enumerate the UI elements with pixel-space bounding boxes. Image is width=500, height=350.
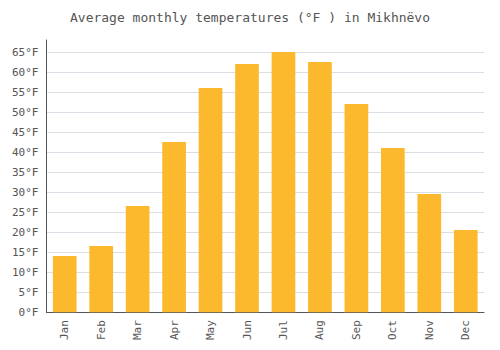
svg-text:Nov: Nov: [423, 320, 436, 340]
svg-text:Aug: Aug: [313, 320, 326, 340]
svg-text:30°F: 30°F: [12, 186, 39, 199]
svg-text:20°F: 20°F: [12, 226, 39, 239]
svg-text:35°F: 35°F: [12, 166, 39, 179]
svg-text:55°F: 55°F: [12, 86, 39, 99]
svg-text:15°F: 15°F: [12, 246, 39, 259]
svg-text:Jun: Jun: [241, 320, 254, 340]
svg-text:10°F: 10°F: [12, 266, 39, 279]
svg-text:5°F: 5°F: [19, 286, 39, 299]
svg-text:Mar: Mar: [131, 320, 144, 340]
svg-text:May: May: [204, 320, 217, 340]
svg-text:60°F: 60°F: [12, 66, 39, 79]
svg-text:Jan: Jan: [58, 320, 71, 340]
svg-text:Apr: Apr: [168, 320, 181, 340]
svg-text:Jul: Jul: [277, 320, 290, 340]
svg-text:65°F: 65°F: [12, 46, 39, 59]
svg-text:25°F: 25°F: [12, 206, 39, 219]
svg-text:Average monthly temperatures (: Average monthly temperatures (°F ) in Mi…: [70, 10, 430, 25]
svg-text:Dec: Dec: [459, 320, 472, 340]
svg-text:40°F: 40°F: [12, 146, 39, 159]
svg-text:Oct: Oct: [386, 320, 399, 340]
svg-text:Feb: Feb: [95, 320, 108, 340]
svg-text:0°F: 0°F: [19, 306, 39, 319]
svg-text:Sep: Sep: [350, 320, 363, 340]
svg-text:45°F: 45°F: [12, 126, 39, 139]
svg-text:50°F: 50°F: [12, 106, 39, 119]
